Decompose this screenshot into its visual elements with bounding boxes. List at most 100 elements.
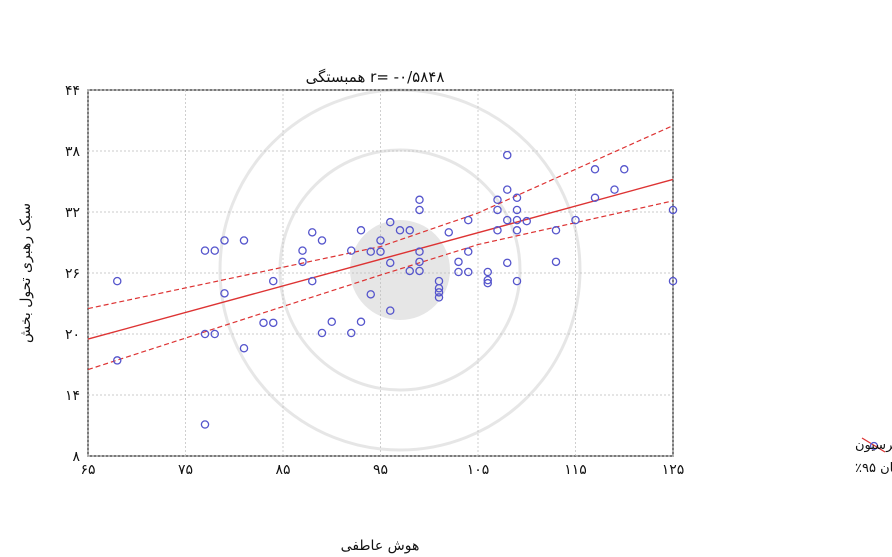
y-axis-ticks: ۸ ۱۴ ۲۰ ۲۶ ۳۲ ۳۸ ۴۴ [65,83,81,465]
data-point [434,283,444,293]
y-tick-label: ۲۰ [65,327,80,343]
data-point [366,290,375,299]
data-point [512,193,522,203]
data-point [415,266,424,276]
data-point [376,247,385,256]
data-point [415,257,424,267]
data-point [512,276,522,286]
x-tick-label: ۶۵ [80,462,95,478]
data-point [668,205,678,215]
data-point [502,185,512,194]
data-point [346,246,356,255]
data-point [376,236,385,245]
y-tick-label: ۳۸ [65,144,81,160]
data-point [512,226,522,235]
data-point [327,317,336,327]
legend-regression-label: ضریب رگرسیون [855,437,892,453]
data-point [405,266,414,276]
regression-line [87,178,674,340]
data-point [317,236,327,245]
data-point [210,246,219,255]
data-point [522,216,532,226]
data-point [483,275,492,285]
x-axis-ticks: ۶۵ ۷۵ ۸۵ ۹۵ ۱۰۵ ۱۱۵ ۱۲۵ [80,462,684,478]
x-tick-label: ۱۲۵ [662,462,685,478]
data-point [356,226,366,235]
data-point [551,226,561,235]
data-point [385,306,395,315]
data-point [620,165,629,174]
data-point [220,236,229,245]
watermark-emblem [218,88,582,452]
data-point [483,267,492,277]
chart-title: r= -۰/۵۸۴۸ همبستگی [306,68,445,86]
x-tick-label: ۸۵ [275,462,290,478]
data-point [268,276,278,286]
confidence-upper-line [87,125,674,310]
data-point [317,328,327,338]
data-point [590,193,600,203]
data-point [483,278,492,288]
data-point [454,257,463,267]
y-tick-label: ۳۲ [65,205,80,221]
data-point [356,317,366,327]
y-tick-label: ۱۴ [65,388,80,404]
y-tick-label: ۸ [72,449,80,465]
data-point [405,226,414,235]
data-point [502,258,512,268]
data-point [551,257,561,267]
data-point [502,215,512,225]
data-point [512,215,522,225]
data-point [239,343,249,353]
data-point [113,276,122,286]
data-point [493,195,502,205]
data-point [385,217,395,227]
data-point [298,257,307,267]
data-point [200,420,210,429]
x-axis-label: هوش عاطفی [341,538,420,554]
data-point [434,288,444,297]
data-point [463,247,473,256]
data-point [210,329,219,339]
data-point [493,205,502,215]
data-point [571,215,580,225]
data-point [454,267,463,277]
confidence-band [87,125,674,371]
data-point [463,215,473,225]
data-point [366,247,375,256]
data-point [668,276,678,286]
data-point [385,258,395,268]
data-point [610,185,619,194]
data-point [259,318,268,328]
data-point [200,246,210,255]
x-tick-label: ۷۵ [178,462,193,478]
legend-regression-marker [861,437,886,453]
data-point [298,246,307,255]
x-tick-label: ۹۵ [373,462,388,478]
data-point [502,150,512,160]
data-point [346,328,356,338]
data-points [113,150,678,429]
data-point [239,236,249,245]
data-point [434,293,444,302]
x-tick-label: ۱۱۵ [564,462,587,478]
data-point [395,226,405,235]
data-point [307,228,317,237]
grid [87,89,674,457]
data-point [512,205,522,215]
data-point [463,267,473,277]
data-point [590,165,600,174]
data-point [444,228,453,237]
x-tick-label: ۱۰۵ [467,462,490,478]
data-point [415,205,424,215]
y-axis-label: سبک رهبری تحول بخش [18,203,34,343]
data-point [268,318,278,328]
regression-line-group [87,178,674,340]
data-point [493,226,502,235]
legend: ضریب رگرسیون سطح اطمینان ۹۵٪ [855,437,892,476]
y-tick-label: ۴۴ [65,83,80,99]
y-tick-label: ۲۶ [65,266,80,282]
data-point [113,356,122,365]
data-point [200,329,210,339]
